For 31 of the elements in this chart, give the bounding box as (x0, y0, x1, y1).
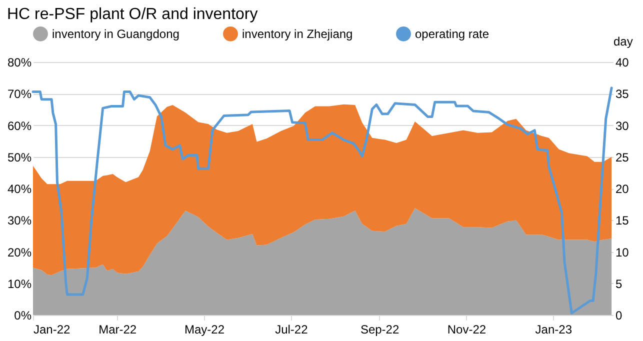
x-tick-label: Jul-22 (275, 322, 308, 336)
y-tick-label: 20% (7, 245, 32, 260)
y2-tick-label: 30 (616, 118, 630, 133)
legend-label: inventory in Zhejiang (242, 26, 353, 41)
x-tick-label: Sep-22 (360, 322, 400, 336)
y2-axis-title: day (614, 34, 633, 48)
y-tick-label: 70% (7, 87, 32, 102)
x-tick-label: Mar-22 (98, 322, 137, 336)
y-tick-label: 40% (7, 182, 32, 196)
chart-title: HC re-PSF plant O/R and inventory (6, 6, 258, 23)
y2-tick-label: 15 (616, 214, 630, 228)
y-tick-label: 60% (7, 118, 32, 133)
x-tick-label: Jan-23 (535, 322, 572, 336)
y-tick-label: 80% (7, 56, 32, 70)
x-tick-label: Nov-22 (447, 322, 486, 336)
line-series (32, 86, 613, 314)
legend-label: operating rate (415, 26, 490, 41)
y2-tick-label: 10 (616, 245, 630, 260)
y2-tick-label: 0 (616, 308, 622, 322)
y2-tick-label: 20 (616, 182, 630, 196)
legend-label: inventory in Guangdong (52, 26, 180, 41)
y-tick-label: 0% (14, 308, 32, 322)
y-tick-label: 50% (7, 150, 32, 164)
y2-tick-label: 40 (616, 56, 630, 70)
y-tick-label: 30% (7, 214, 32, 228)
y2-tick-label: 5 (616, 276, 622, 291)
y2-tick-label: 35 (616, 87, 630, 102)
y-tick-label: 10% (7, 276, 32, 291)
x-tick-label: Jan-22 (34, 322, 71, 336)
y2-tick-label: 25 (616, 150, 630, 164)
x-tick-label: May-22 (184, 322, 225, 336)
